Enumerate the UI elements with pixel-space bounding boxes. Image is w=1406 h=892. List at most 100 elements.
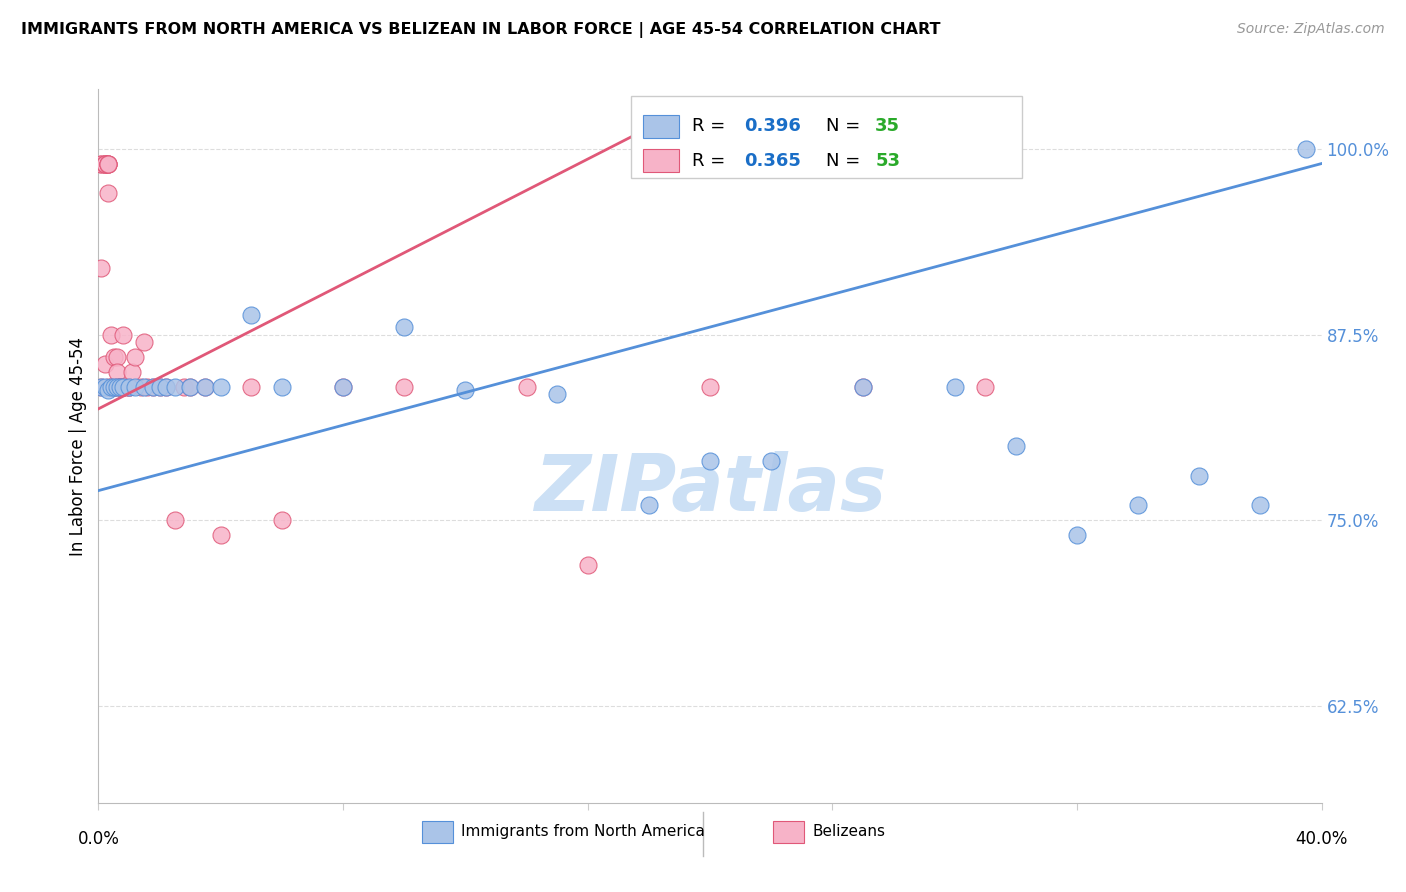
FancyBboxPatch shape — [643, 115, 679, 137]
Point — [124, 379, 146, 393]
Point — [90, 260, 112, 275]
Point — [270, 379, 292, 393]
Point — [90, 379, 112, 393]
Point — [392, 379, 416, 393]
Point — [516, 379, 538, 393]
Point — [111, 379, 134, 393]
Text: 35: 35 — [875, 118, 900, 136]
Point — [546, 387, 568, 401]
Point — [111, 379, 134, 393]
Point — [194, 379, 217, 393]
Point — [332, 379, 354, 393]
Point — [155, 379, 177, 393]
Point — [173, 379, 195, 393]
Point — [194, 379, 217, 393]
Point — [105, 365, 128, 379]
Point — [1128, 499, 1150, 513]
Point — [699, 454, 721, 468]
Point — [121, 365, 143, 379]
Text: R =: R = — [692, 118, 731, 136]
Point — [136, 379, 159, 393]
Text: Source: ZipAtlas.com: Source: ZipAtlas.com — [1237, 22, 1385, 37]
Point — [1004, 439, 1026, 453]
Point — [392, 320, 416, 334]
Point — [332, 379, 354, 393]
Point — [974, 379, 997, 393]
Point — [134, 379, 156, 393]
Point — [100, 379, 122, 393]
Point — [1295, 142, 1317, 156]
Point — [93, 379, 115, 393]
Point — [105, 379, 128, 393]
Point — [108, 379, 131, 393]
Point — [118, 379, 141, 393]
Point — [111, 327, 134, 342]
Point — [142, 379, 165, 393]
Point — [1249, 499, 1271, 513]
Text: Immigrants from North America: Immigrants from North America — [461, 824, 704, 838]
Point — [637, 499, 661, 513]
Point — [209, 379, 232, 393]
Point — [108, 379, 131, 393]
Point — [155, 379, 177, 393]
Point — [1188, 468, 1211, 483]
Text: N =: N = — [827, 118, 866, 136]
Point — [93, 156, 115, 170]
Point — [97, 156, 120, 170]
Point — [943, 379, 966, 393]
Text: 53: 53 — [875, 152, 900, 169]
Text: 0.0%: 0.0% — [77, 830, 120, 847]
Point — [270, 513, 292, 527]
Point — [163, 513, 186, 527]
Text: ZIPatlas: ZIPatlas — [534, 450, 886, 527]
Point — [97, 383, 120, 397]
Point — [118, 379, 141, 393]
Point — [103, 379, 125, 393]
Point — [97, 379, 120, 393]
Point — [103, 350, 125, 364]
Text: N =: N = — [827, 152, 866, 169]
Point — [163, 379, 186, 393]
Point — [90, 156, 112, 170]
Point — [576, 558, 599, 572]
Point — [852, 379, 875, 393]
Point — [129, 379, 152, 393]
Point — [1066, 528, 1088, 542]
Point — [103, 379, 125, 393]
Point — [179, 379, 201, 393]
Point — [124, 350, 146, 364]
Point — [103, 379, 125, 393]
Point — [90, 156, 112, 170]
Text: IMMIGRANTS FROM NORTH AMERICA VS BELIZEAN IN LABOR FORCE | AGE 45-54 CORRELATION: IMMIGRANTS FROM NORTH AMERICA VS BELIZEA… — [21, 22, 941, 38]
Point — [179, 379, 201, 393]
Point — [97, 156, 120, 170]
FancyBboxPatch shape — [630, 96, 1022, 178]
Point — [100, 327, 122, 342]
Point — [699, 379, 721, 393]
Point — [240, 379, 263, 393]
Text: 0.396: 0.396 — [744, 118, 801, 136]
Text: R =: R = — [692, 152, 731, 169]
Point — [93, 156, 115, 170]
Point — [97, 186, 120, 201]
Point — [240, 308, 263, 322]
Point — [90, 379, 112, 393]
Y-axis label: In Labor Force | Age 45-54: In Labor Force | Age 45-54 — [69, 336, 87, 556]
Point — [93, 156, 115, 170]
Point — [759, 454, 782, 468]
Point — [105, 379, 128, 393]
Point — [115, 379, 138, 393]
Point — [108, 379, 131, 393]
Point — [97, 156, 120, 170]
Point — [97, 156, 120, 170]
Point — [108, 379, 131, 393]
Point — [852, 379, 875, 393]
Point — [93, 156, 115, 170]
Point — [142, 379, 165, 393]
Text: 40.0%: 40.0% — [1295, 830, 1348, 847]
Point — [454, 383, 477, 397]
Point — [93, 357, 115, 371]
Point — [100, 379, 122, 393]
Point — [209, 528, 232, 542]
Point — [149, 379, 172, 393]
